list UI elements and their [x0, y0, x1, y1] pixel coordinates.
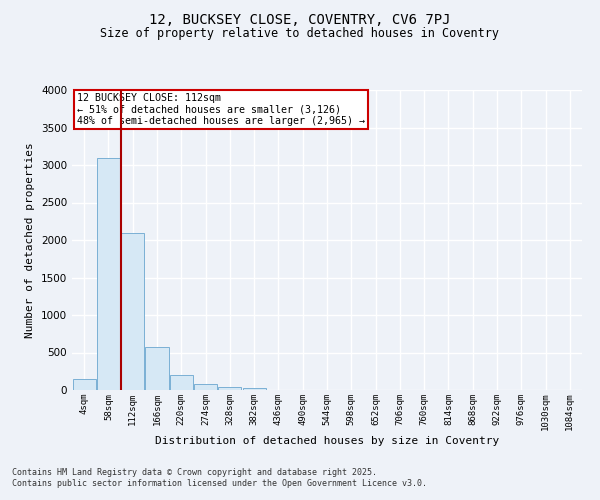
Bar [242, 388, 266, 390]
Text: Contains HM Land Registry data © Crown copyright and database right 2025.
Contai: Contains HM Land Registry data © Crown c… [12, 468, 427, 487]
Text: 12 BUCKSEY CLOSE: 112sqm
← 51% of detached houses are smaller (3,126)
48% of sem: 12 BUCKSEY CLOSE: 112sqm ← 51% of detach… [77, 93, 365, 126]
Text: 12, BUCKSEY CLOSE, COVENTRY, CV6 7PJ: 12, BUCKSEY CLOSE, COVENTRY, CV6 7PJ [149, 12, 451, 26]
Bar [121, 233, 144, 390]
Y-axis label: Number of detached properties: Number of detached properties [25, 142, 35, 338]
Bar [97, 158, 120, 390]
Text: Size of property relative to detached houses in Coventry: Size of property relative to detached ho… [101, 28, 499, 40]
Bar [194, 384, 217, 390]
Bar [73, 379, 95, 390]
X-axis label: Distribution of detached houses by size in Coventry: Distribution of detached houses by size … [155, 436, 499, 446]
Bar [218, 387, 241, 390]
Bar [145, 347, 169, 390]
Bar [170, 374, 193, 390]
